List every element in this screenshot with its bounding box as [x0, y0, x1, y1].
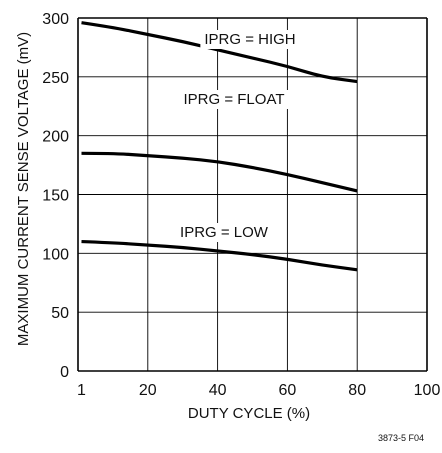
y-tick-label: 100: [42, 246, 69, 263]
x-tick-label: 1: [77, 382, 86, 399]
series-label-bg: [179, 90, 289, 109]
series-line-0: [81, 21, 358, 84]
y-tick-label: 200: [42, 129, 69, 146]
series-label: IPRG = FLOAT: [184, 91, 285, 108]
x-tick-labels: 1 20 40 60 80 100: [77, 382, 440, 399]
series-line-2: [81, 239, 358, 272]
x-tick-label: 100: [414, 382, 441, 399]
series-label: IPRG = LOW: [180, 224, 269, 241]
y-tick-label: 250: [42, 70, 69, 87]
x-tick-label: 40: [209, 382, 227, 399]
x-axis-title: DUTY CYCLE (%): [188, 405, 310, 422]
series-labels: IPRG = HIGH IPRG = FLOAT IPRG = LOW: [180, 31, 296, 241]
series-label-bg: [176, 223, 273, 242]
x-tick-label: 60: [279, 382, 297, 399]
y-tick-labels: 0 50 100 150 200 250 300: [42, 11, 69, 381]
x-tick-label: 20: [139, 382, 157, 399]
series-label: IPRG = HIGH: [204, 31, 295, 48]
y-tick-label: 50: [51, 305, 69, 322]
series-label-bg: [200, 30, 300, 49]
grid: [77, 17, 428, 372]
x-tick-label: 80: [348, 382, 366, 399]
y-tick-label: 300: [42, 11, 69, 28]
y-tick-label: 150: [42, 188, 69, 205]
series-line-1: [81, 151, 358, 193]
series-lines: [81, 21, 358, 272]
label-backgrounds: [176, 30, 300, 242]
figure-code: 3873-5 F04: [378, 433, 424, 443]
y-axis-title: MAXIMUM CURRENT SENSE VOLTAGE (mV): [15, 32, 32, 346]
y-tick-label: 0: [60, 364, 69, 381]
